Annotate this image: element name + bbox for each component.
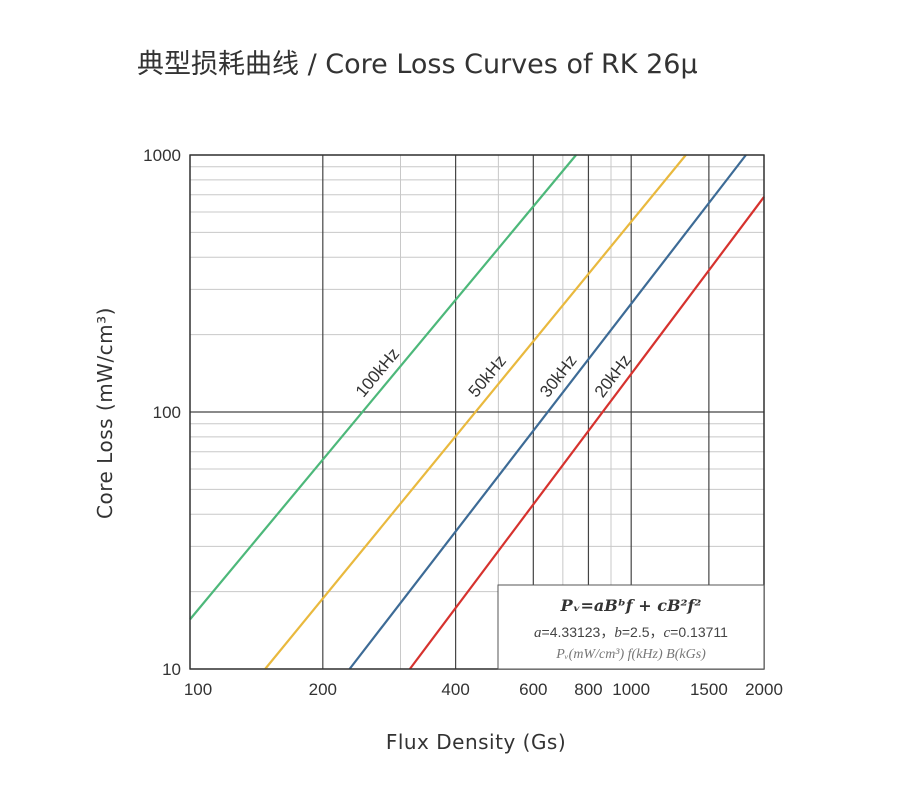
x-tick-label: 400: [441, 680, 469, 699]
chart-title: 典型损耗曲线 / Core Loss Curves of RK 26μ: [137, 49, 698, 80]
series-label-group: 50kHz: [465, 352, 510, 401]
coef-a-name: a: [534, 625, 542, 641]
x-tick-label: 100: [184, 680, 212, 699]
plot-border: [189, 154, 765, 670]
series-label-20khz: 20kHz: [591, 351, 635, 401]
series-label-group: 30kHz: [536, 351, 580, 401]
coef-c-value: 0.13711: [678, 624, 728, 640]
coef-a-value: 4.33123: [550, 624, 601, 640]
y-tick-label: 10: [162, 660, 181, 679]
series-label-30khz: 30kHz: [536, 351, 580, 401]
coef-b-value: 2.5: [630, 624, 650, 640]
coef-b-name: b: [614, 625, 622, 641]
series-line-100khz: [189, 154, 577, 621]
series-label-group: 20kHz: [591, 351, 635, 401]
y-axis-ticks: 10 100 1000: [143, 146, 181, 679]
formula-equation: Pᵥ=aBᵇf + cB²f²: [560, 596, 702, 615]
x-axis-ticks: 100 200 400 600 800 1000 1500 2000: [184, 680, 783, 699]
y-tick-label: 1000: [143, 146, 181, 165]
x-tick-label: 1000: [612, 680, 650, 699]
plot-frame: [189, 154, 765, 670]
series-layer: [189, 154, 765, 670]
x-tick-label: 600: [519, 680, 547, 699]
series-line-20khz: [408, 196, 765, 670]
x-tick-label: 200: [309, 680, 337, 699]
x-axis-title: Flux Density (Gs): [386, 730, 566, 754]
formula-box: Pᵥ=aBᵇf + cB²f² a=4.33123，b=2.5，c=0.1371…: [497, 584, 765, 670]
formula-box-frame: [497, 584, 765, 670]
series-label-50khz: 50kHz: [465, 352, 510, 401]
series-line-30khz: [348, 154, 747, 670]
x-tick-label: 1500: [690, 680, 728, 699]
formula-coefficients: a=4.33123，b=2.5，c=0.13711: [534, 624, 728, 641]
x-tick-label: 800: [574, 680, 602, 699]
y-axis-title: Core Loss (mW/cm³): [93, 307, 117, 519]
formula-units: Pᵥ(mW/cm³) f(kHz) B(kGs): [555, 647, 706, 662]
x-tick-label: 2000: [745, 680, 783, 699]
series-line-50khz: [264, 154, 687, 670]
coef-c-name: c: [664, 625, 671, 641]
y-tick-label: 100: [153, 403, 181, 422]
